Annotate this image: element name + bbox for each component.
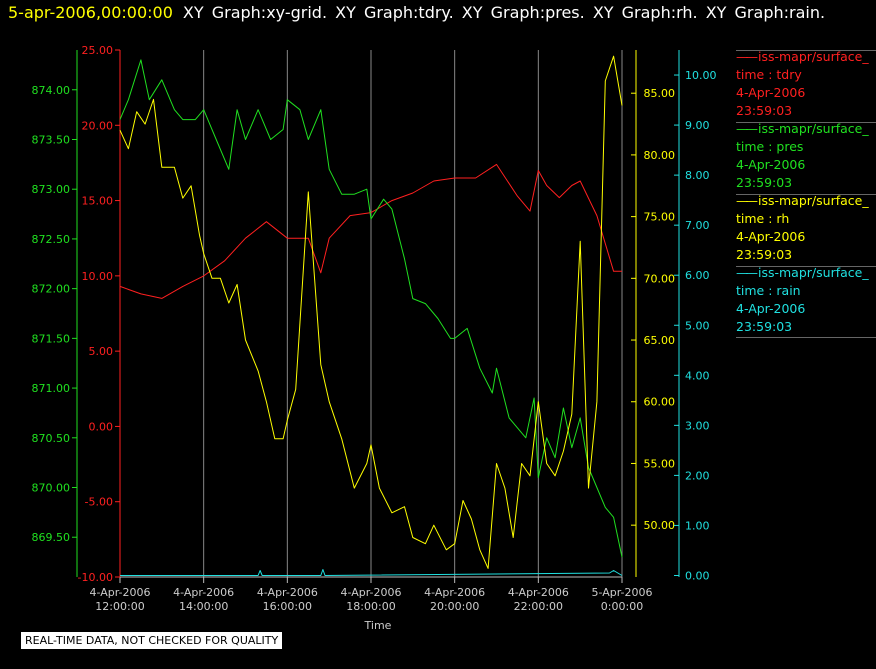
x-tick-label: 4-Apr-2006 xyxy=(424,586,485,599)
legend-date: 4-Apr-2006 xyxy=(736,85,806,100)
x-tick-label: 4-Apr-2006 xyxy=(340,586,401,599)
tdry-tick-label: 20.00 xyxy=(82,119,114,132)
legend-entry: —— iss-mapr/surface_ time : tdry 4-Apr-2006… xyxy=(736,48,876,120)
rain-tick-label: 2.00 xyxy=(685,469,710,482)
rain-tick-label: 10.00 xyxy=(685,69,717,82)
pres-tick-label: 869.50 xyxy=(32,531,71,544)
legend-date: 4-Apr-2006 xyxy=(736,229,806,244)
rain-tick-label: 1.00 xyxy=(685,519,710,532)
tdry-tick-label: -5.00 xyxy=(85,496,113,509)
legend-source: —— iss-mapr/surface_ xyxy=(736,48,876,66)
pres-tick-label: 871.00 xyxy=(32,382,71,395)
legend-source-name: iss-mapr/surface_ xyxy=(758,49,869,64)
rh-tick-label: 80.00 xyxy=(644,149,676,162)
legend-separator xyxy=(736,266,876,267)
x-tick-label: 16:00:00 xyxy=(263,600,312,613)
legend-field: time : pres xyxy=(736,139,804,154)
legend-separator xyxy=(736,122,876,123)
x-tick-label: 18:00:00 xyxy=(346,600,395,613)
legend-time: 23:59:03 xyxy=(736,103,793,118)
legend-time: 23:59:03 xyxy=(736,175,793,190)
rain-tick-label: 8.00 xyxy=(685,169,710,182)
legend-separator xyxy=(736,50,876,51)
legend-source: —— iss-mapr/surface_ xyxy=(736,264,876,282)
pres-tick-label: 872.00 xyxy=(32,283,71,296)
series-rain-line xyxy=(120,569,623,576)
tdry-tick-label: 10.00 xyxy=(82,270,114,283)
legend-entry: —— iss-mapr/surface_ time : rh 4-Apr-2006 23… xyxy=(736,192,876,264)
series-tdry-line xyxy=(119,163,622,299)
header-graphs: XY Graph:xy-grid. XY Graph:tdry. XY Grap… xyxy=(182,3,826,22)
legend-separator xyxy=(736,194,876,195)
series-pres-line xyxy=(119,59,623,558)
rain-tick-label: 9.00 xyxy=(685,119,710,132)
x-tick-label: 14:00:00 xyxy=(179,600,228,613)
legend-time: 23:59:03 xyxy=(736,319,793,334)
x-tick-label: 4-Apr-2006 xyxy=(89,586,150,599)
legend-source: —— iss-mapr/surface_ xyxy=(736,120,876,138)
legend-entry: —— iss-mapr/surface_ time : rain 4-Apr-2006… xyxy=(736,264,876,336)
legend-line-swatch: —— xyxy=(736,49,758,64)
x-tick-label: 4-Apr-2006 xyxy=(173,586,234,599)
title-bar: 5-apr-2006,00:00:00 XY Graph:xy-grid. XY … xyxy=(8,3,825,22)
pres-tick-label: 870.00 xyxy=(32,482,71,495)
rain-tick-label: 5.00 xyxy=(685,319,710,332)
legend-line-swatch: —— xyxy=(736,193,758,208)
pres-tick-label: 873.00 xyxy=(32,183,71,196)
pres-tick-label: 873.50 xyxy=(32,133,71,146)
tdry-tick-label: 25.00 xyxy=(82,44,114,57)
legend-entry: —— iss-mapr/surface_ time : pres 4-Apr-2006… xyxy=(736,120,876,192)
rh-tick-label: 70.00 xyxy=(644,272,676,285)
rain-tick-label: 0.00 xyxy=(685,569,710,582)
tdry-tick-label: 5.00 xyxy=(89,345,114,358)
pres-tick-label: 870.50 xyxy=(32,432,71,445)
legend-field: time : rh xyxy=(736,211,790,226)
pres-tick-label: 874.00 xyxy=(32,84,71,97)
rh-tick-label: 60.00 xyxy=(644,396,676,409)
header-date: 5-apr-2006,00:00:00 xyxy=(8,3,173,22)
legend-time: 23:59:03 xyxy=(736,247,793,262)
x-tick-label: 5-Apr-2006 xyxy=(591,586,652,599)
x-tick-label: 4-Apr-2006 xyxy=(257,586,318,599)
legend-field: time : rain xyxy=(736,283,801,298)
series-rh-line xyxy=(119,55,623,569)
x-tick-label: 20:00:00 xyxy=(430,600,479,613)
x-tick-label: 0:00:00 xyxy=(601,600,643,613)
pres-tick-label: 872.50 xyxy=(32,233,71,246)
rh-tick-label: 50.00 xyxy=(644,519,676,532)
tdry-tick-label: -10.00 xyxy=(78,571,113,584)
tdry-tick-label: 15.00 xyxy=(82,195,114,208)
x-axis-label: Time xyxy=(364,619,392,632)
legend-line-swatch: —— xyxy=(736,265,758,280)
rh-tick-label: 65.00 xyxy=(644,334,676,347)
rain-tick-label: 6.00 xyxy=(685,269,710,282)
rain-tick-label: 3.00 xyxy=(685,419,710,432)
legend-date: 4-Apr-2006 xyxy=(736,157,806,172)
x-tick-label: 12:00:00 xyxy=(95,600,144,613)
legend-date: 4-Apr-2006 xyxy=(736,301,806,316)
rh-tick-label: 75.00 xyxy=(644,211,676,224)
pres-tick-label: 871.50 xyxy=(32,332,71,345)
legend-source-name: iss-mapr/surface_ xyxy=(758,265,869,280)
legend-line-swatch: —— xyxy=(736,121,758,136)
legend-source: —— iss-mapr/surface_ xyxy=(736,192,876,210)
legend-separator xyxy=(736,337,876,338)
legend-source-name: iss-mapr/surface_ xyxy=(758,121,869,136)
rain-tick-label: 7.00 xyxy=(685,219,710,232)
rh-tick-label: 85.00 xyxy=(644,87,676,100)
legend-field: time : tdry xyxy=(736,67,802,82)
legend-source-name: iss-mapr/surface_ xyxy=(758,193,869,208)
rain-tick-label: 4.00 xyxy=(685,369,710,382)
x-tick-label: 22:00:00 xyxy=(514,600,563,613)
x-tick-label: 4-Apr-2006 xyxy=(508,586,569,599)
quality-note: REAL-TIME DATA, NOT CHECKED FOR QUALITY xyxy=(20,631,284,650)
rh-tick-label: 55.00 xyxy=(644,457,676,470)
tdry-tick-label: 0.00 xyxy=(89,420,114,433)
